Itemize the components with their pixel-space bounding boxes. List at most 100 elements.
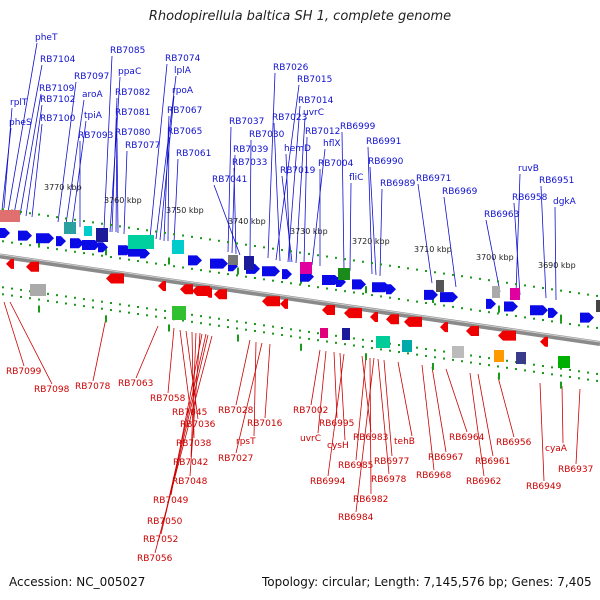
- tick-dot: [317, 286, 319, 289]
- tick-dot: [254, 323, 256, 326]
- forward-gene-label: pheT: [35, 33, 58, 43]
- reverse-leader-line: [235, 339, 251, 406]
- forward-gene-label: RB7039: [233, 145, 269, 155]
- tick-dot: [542, 365, 544, 368]
- tick-dot: [353, 291, 355, 294]
- tick-dot: [155, 262, 157, 265]
- tick-dot: [362, 338, 364, 341]
- tick-dot: [227, 241, 229, 244]
- feature-block: [494, 350, 504, 362]
- tick-dot: [569, 290, 571, 293]
- tick-dot: [146, 307, 148, 310]
- reverse-gene-arrow: [498, 330, 516, 341]
- coord-label: 3750 kbp: [166, 206, 204, 215]
- tick-dot: [263, 324, 265, 327]
- tick-dot: [587, 325, 589, 328]
- forward-leader-line: [513, 202, 521, 296]
- tick-dot: [236, 320, 238, 323]
- forward-gene-label: fliC: [349, 173, 363, 183]
- feature-block: [452, 346, 464, 358]
- forward-gene-arrow: [548, 307, 558, 318]
- tick-dot: [371, 294, 373, 297]
- kbp-tick: [365, 353, 367, 361]
- forward-leader-line: [116, 137, 119, 234]
- tick-dot: [200, 269, 202, 272]
- tick-dot: [452, 273, 454, 276]
- feature-block: [244, 256, 254, 270]
- reverse-gene-arrow: [466, 325, 479, 336]
- forward-gene-arrow: [188, 255, 202, 266]
- forward-gene-label: RB7100: [40, 114, 76, 124]
- reverse-gene-label: RB6995: [319, 419, 354, 429]
- forward-leader-line: [213, 184, 241, 256]
- tick-dot: [524, 316, 526, 319]
- reverse-gene-arrow: [440, 322, 448, 333]
- forward-gene-arrow: [56, 236, 66, 247]
- feature-block: [402, 340, 412, 352]
- tick-dot: [101, 307, 103, 310]
- tick-dot: [596, 372, 598, 375]
- tick-dot: [425, 301, 427, 304]
- tick-dot: [227, 319, 229, 322]
- tick-dot: [551, 373, 553, 376]
- tick-dot: [362, 345, 364, 348]
- reverse-gene-arrow: [204, 287, 212, 298]
- reverse-leader-line: [185, 330, 199, 420]
- forward-gene-label: ruvB: [518, 164, 539, 174]
- reverse-gene-label: RB6984: [338, 513, 374, 523]
- tick-dot: [587, 378, 589, 381]
- tick-dot: [317, 339, 319, 342]
- forward-leader-line: [379, 188, 383, 277]
- tick-dot: [479, 355, 481, 358]
- coord-label: 3710 kbp: [414, 245, 452, 254]
- reverse-gene-label: RB6977: [374, 457, 409, 467]
- forward-leader-line: [554, 206, 557, 301]
- tick-dot: [65, 302, 67, 305]
- coord-label: 3740 kbp: [228, 217, 266, 226]
- reverse-leader-line: [333, 351, 338, 419]
- tick-dot: [47, 214, 49, 217]
- tick-dot: [110, 224, 112, 227]
- tick-dot: [389, 296, 391, 299]
- tick-dot: [461, 360, 463, 363]
- tick-dot: [578, 324, 580, 327]
- tick-dot: [236, 242, 238, 245]
- reverse-gene-arrow: [404, 316, 422, 327]
- forward-gene-label: RB7097: [74, 72, 109, 82]
- reverse-gene-label: RB6937: [558, 465, 593, 475]
- tick-dot: [254, 330, 256, 333]
- accession-text: Accession: NC_005027: [9, 575, 146, 589]
- tick-dot: [533, 317, 535, 320]
- forward-gene-label: RB6971: [416, 174, 451, 184]
- tick-dot: [452, 358, 454, 361]
- tick-dot: [272, 279, 274, 282]
- tick-dot: [83, 220, 85, 223]
- tick-dot: [506, 281, 508, 284]
- forward-leader-line: [155, 75, 177, 240]
- tick-dot: [137, 305, 139, 308]
- tick-dot: [461, 307, 463, 310]
- reverse-gene-arrow: [26, 261, 39, 272]
- tick-dot: [560, 289, 562, 292]
- tick-dot: [506, 366, 508, 369]
- reverse-gene-label: tehB: [394, 437, 415, 447]
- tick-dot: [542, 372, 544, 375]
- forward-gene-arrow: [82, 239, 100, 250]
- reverse-gene-label: uvrC: [300, 434, 321, 444]
- tick-dot: [101, 222, 103, 225]
- tick-dot: [308, 337, 310, 340]
- reverse-leader-line: [235, 342, 263, 454]
- tick-dot: [119, 303, 121, 306]
- tick-dot: [83, 298, 85, 301]
- feature-block: [558, 356, 570, 368]
- gene-labels: pheTRB7104rplTRB7109pheSRB7102RB7100RB70…: [6, 33, 593, 564]
- tick-dot: [326, 340, 328, 343]
- reverse-gene-label: rpsT: [236, 437, 256, 447]
- tick-dot: [137, 259, 139, 262]
- tick-dot: [371, 262, 373, 265]
- tick-dot: [29, 212, 31, 215]
- tick-dot: [317, 332, 319, 335]
- tick-dot: [308, 330, 310, 333]
- tick-dot: [299, 329, 301, 332]
